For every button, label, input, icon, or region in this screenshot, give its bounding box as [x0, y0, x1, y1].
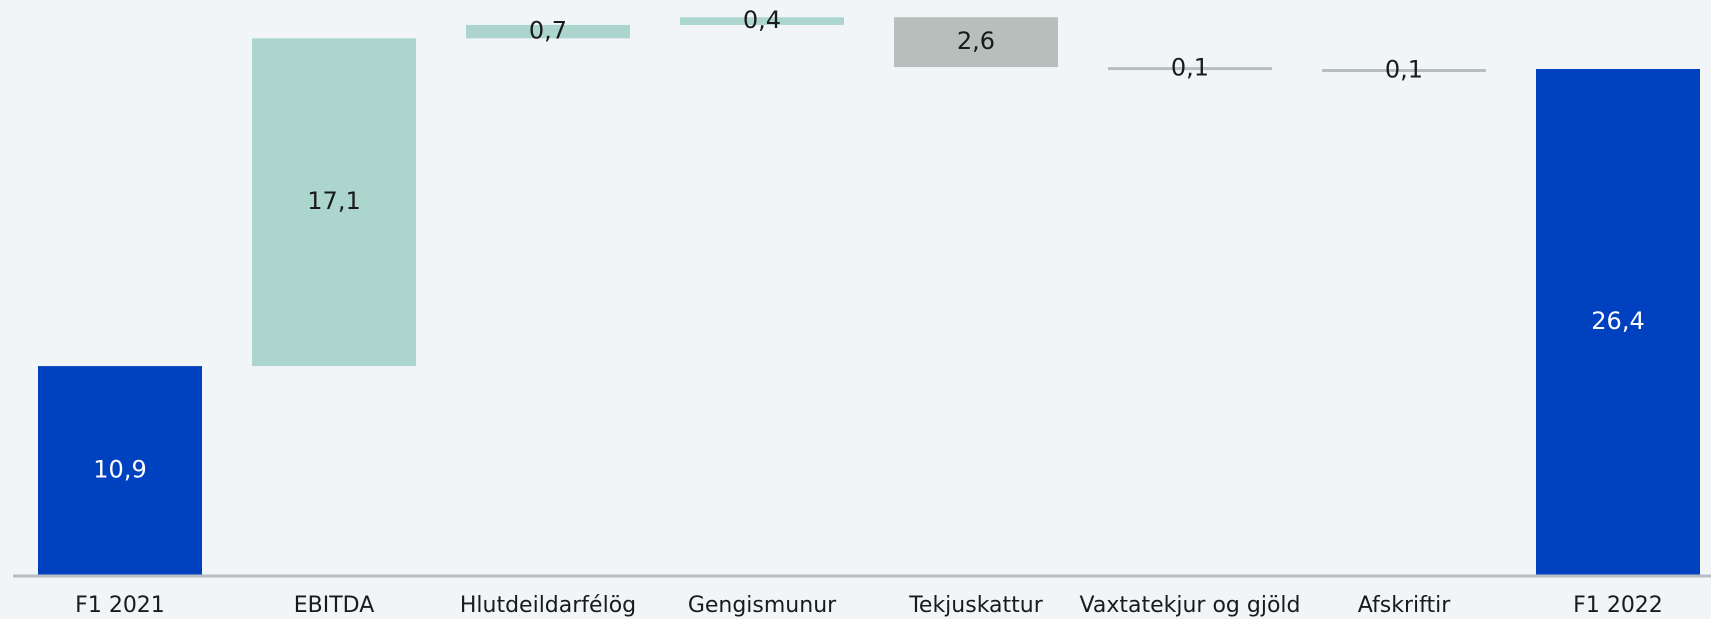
- data-label: 2,6: [957, 27, 995, 55]
- bar: [680, 17, 844, 25]
- bar: [894, 17, 1058, 68]
- bar: [466, 24, 630, 39]
- bar: [1322, 69, 1486, 72]
- x-tick-label: Afskriftir: [1358, 593, 1451, 618]
- bar: [38, 366, 202, 575]
- data-label: 10,9: [93, 456, 146, 484]
- x-tick-label: F1 2021: [75, 593, 165, 618]
- x-tick-label: Vaxtatekjur og gjöld: [1080, 593, 1301, 618]
- data-label: 0,7: [529, 17, 567, 45]
- x-tick-label: Gengismunur: [688, 593, 837, 618]
- bar: [1108, 67, 1272, 71]
- data-label: 0,1: [1385, 56, 1423, 84]
- data-label: 17,1: [307, 187, 360, 215]
- x-tick-label: EBITDA: [294, 593, 375, 618]
- bar: [252, 38, 416, 367]
- x-tick-label: Hlutdeildarfélög: [460, 593, 636, 618]
- x-tick-label: Tekjuskattur: [908, 593, 1044, 618]
- data-label: 26,4: [1591, 307, 1644, 335]
- data-label: 0,4: [743, 6, 781, 34]
- data-label: 0,1: [1171, 54, 1209, 82]
- bar: [1536, 69, 1700, 575]
- x-tick-label: F1 2022: [1573, 593, 1663, 618]
